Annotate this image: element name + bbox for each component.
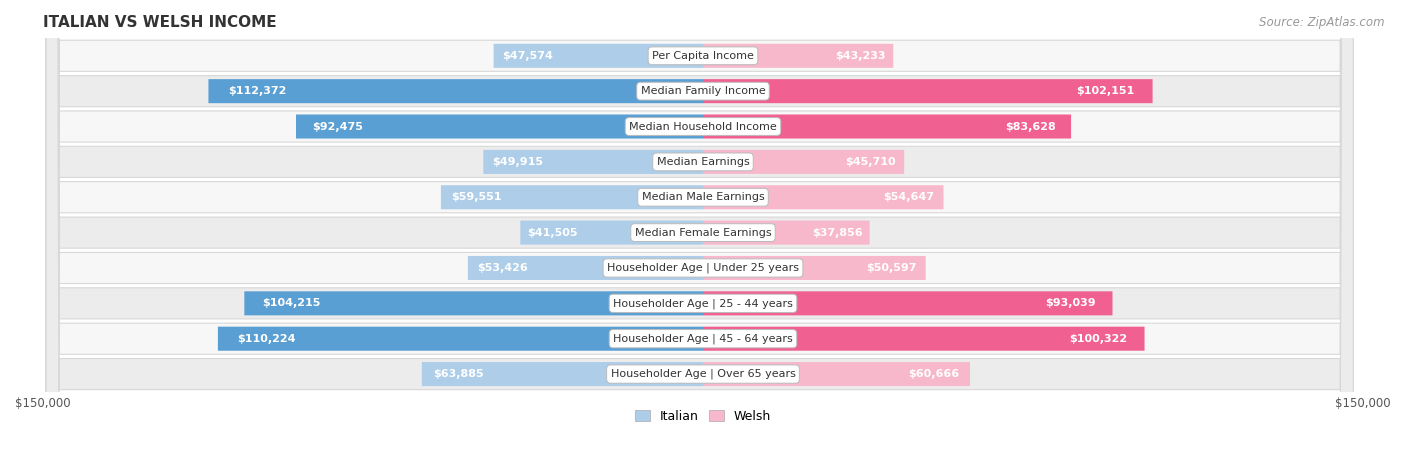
Text: Householder Age | Over 65 years: Householder Age | Over 65 years	[610, 369, 796, 379]
FancyBboxPatch shape	[703, 291, 1112, 315]
Text: Median Male Earnings: Median Male Earnings	[641, 192, 765, 202]
Text: $59,551: $59,551	[451, 192, 502, 202]
Text: $110,224: $110,224	[238, 334, 295, 344]
FancyBboxPatch shape	[703, 114, 1071, 139]
Text: $100,322: $100,322	[1069, 334, 1126, 344]
FancyBboxPatch shape	[703, 150, 904, 174]
FancyBboxPatch shape	[46, 0, 1354, 467]
Text: $43,233: $43,233	[835, 51, 886, 61]
FancyBboxPatch shape	[46, 0, 1354, 467]
Text: Per Capita Income: Per Capita Income	[652, 51, 754, 61]
Text: $50,597: $50,597	[866, 263, 917, 273]
FancyBboxPatch shape	[46, 0, 1354, 467]
FancyBboxPatch shape	[703, 362, 970, 386]
Text: $112,372: $112,372	[228, 86, 287, 96]
Text: Householder Age | 45 - 64 years: Householder Age | 45 - 64 years	[613, 333, 793, 344]
Text: $45,710: $45,710	[845, 157, 896, 167]
Text: $49,915: $49,915	[492, 157, 543, 167]
FancyBboxPatch shape	[208, 79, 703, 103]
Legend: Italian, Welsh: Italian, Welsh	[630, 405, 776, 428]
Text: Source: ZipAtlas.com: Source: ZipAtlas.com	[1260, 16, 1385, 29]
FancyBboxPatch shape	[46, 0, 1354, 467]
FancyBboxPatch shape	[46, 0, 1354, 467]
FancyBboxPatch shape	[297, 114, 703, 139]
FancyBboxPatch shape	[422, 362, 703, 386]
Text: $41,505: $41,505	[527, 227, 578, 238]
Text: $63,885: $63,885	[433, 369, 484, 379]
Text: $102,151: $102,151	[1077, 86, 1135, 96]
FancyBboxPatch shape	[46, 0, 1354, 467]
FancyBboxPatch shape	[494, 44, 703, 68]
FancyBboxPatch shape	[46, 0, 1354, 467]
FancyBboxPatch shape	[245, 291, 703, 315]
Text: Median Family Income: Median Family Income	[641, 86, 765, 96]
FancyBboxPatch shape	[703, 44, 893, 68]
Text: Householder Age | Under 25 years: Householder Age | Under 25 years	[607, 263, 799, 273]
Text: $37,856: $37,856	[813, 227, 863, 238]
FancyBboxPatch shape	[703, 220, 870, 245]
FancyBboxPatch shape	[703, 185, 943, 209]
FancyBboxPatch shape	[46, 0, 1354, 467]
FancyBboxPatch shape	[218, 327, 703, 351]
Text: Householder Age | 25 - 44 years: Householder Age | 25 - 44 years	[613, 298, 793, 309]
Text: $92,475: $92,475	[312, 121, 363, 132]
Text: $83,628: $83,628	[1005, 121, 1056, 132]
Text: Median Earnings: Median Earnings	[657, 157, 749, 167]
FancyBboxPatch shape	[703, 327, 1144, 351]
Text: Median Female Earnings: Median Female Earnings	[634, 227, 772, 238]
Text: Median Household Income: Median Household Income	[628, 121, 778, 132]
FancyBboxPatch shape	[703, 256, 925, 280]
FancyBboxPatch shape	[484, 150, 703, 174]
FancyBboxPatch shape	[441, 185, 703, 209]
Text: $54,647: $54,647	[883, 192, 934, 202]
FancyBboxPatch shape	[520, 220, 703, 245]
Text: $93,039: $93,039	[1046, 298, 1097, 308]
Text: $53,426: $53,426	[477, 263, 529, 273]
Text: $104,215: $104,215	[263, 298, 321, 308]
FancyBboxPatch shape	[703, 79, 1153, 103]
Text: $60,666: $60,666	[908, 369, 959, 379]
Text: $47,574: $47,574	[502, 51, 553, 61]
Text: ITALIAN VS WELSH INCOME: ITALIAN VS WELSH INCOME	[42, 15, 277, 30]
FancyBboxPatch shape	[468, 256, 703, 280]
FancyBboxPatch shape	[46, 0, 1354, 467]
FancyBboxPatch shape	[46, 0, 1354, 467]
